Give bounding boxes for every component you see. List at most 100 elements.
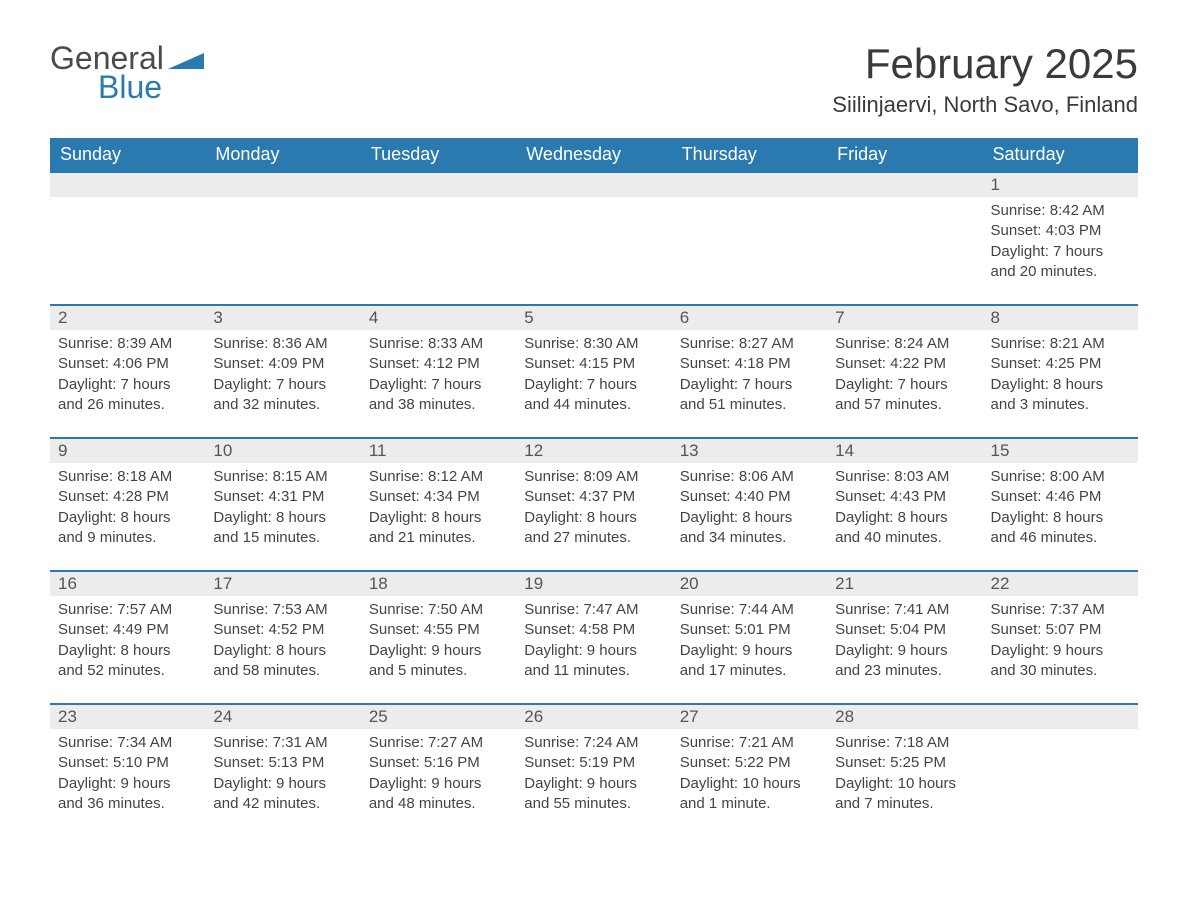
- daynum-row: 2345678: [50, 305, 1138, 330]
- sunset-line: Sunset: 4:06 PM: [58, 354, 197, 374]
- sunrise-line: Sunrise: 8:06 AM: [680, 467, 819, 487]
- day-info-cell: Sunrise: 7:50 AMSunset: 4:55 PMDaylight:…: [361, 596, 516, 704]
- day-info-cell: Sunrise: 7:27 AMSunset: 5:16 PMDaylight:…: [361, 729, 516, 837]
- day-info-cell: Sunrise: 8:09 AMSunset: 4:37 PMDaylight:…: [516, 463, 671, 571]
- day-number-cell: 12: [516, 438, 671, 463]
- calendar-table: Sunday Monday Tuesday Wednesday Thursday…: [50, 138, 1138, 837]
- sunset-line: Sunset: 5:19 PM: [524, 753, 663, 773]
- day-number-cell: 7: [827, 305, 982, 330]
- day-info-cell: Sunrise: 8:36 AMSunset: 4:09 PMDaylight:…: [205, 330, 360, 438]
- day-number-cell: 1: [983, 172, 1138, 197]
- sunrise-line: Sunrise: 8:42 AM: [991, 201, 1130, 221]
- sunrise-line: Sunrise: 7:37 AM: [991, 600, 1130, 620]
- sunset-line: Sunset: 4:55 PM: [369, 620, 508, 640]
- day-number-cell: 3: [205, 305, 360, 330]
- info-row: Sunrise: 8:42 AMSunset: 4:03 PMDaylight:…: [50, 197, 1138, 305]
- sunset-line: Sunset: 4:52 PM: [213, 620, 352, 640]
- day-info-cell: [827, 197, 982, 305]
- day-number-cell: 22: [983, 571, 1138, 596]
- sunrise-line: Sunrise: 8:30 AM: [524, 334, 663, 354]
- sunset-line: Sunset: 4:37 PM: [524, 487, 663, 507]
- daylight-line: Daylight: 9 hours and 17 minutes.: [680, 641, 819, 682]
- daylight-line: Daylight: 8 hours and 21 minutes.: [369, 508, 508, 549]
- day-number-cell: [672, 172, 827, 197]
- day-number-cell: [361, 172, 516, 197]
- day-number-cell: 11: [361, 438, 516, 463]
- day-info-cell: Sunrise: 7:24 AMSunset: 5:19 PMDaylight:…: [516, 729, 671, 837]
- sunset-line: Sunset: 4:25 PM: [991, 354, 1130, 374]
- daylight-line: Daylight: 7 hours and 26 minutes.: [58, 375, 197, 416]
- info-row: Sunrise: 7:34 AMSunset: 5:10 PMDaylight:…: [50, 729, 1138, 837]
- sunrise-line: Sunrise: 8:03 AM: [835, 467, 974, 487]
- sunrise-line: Sunrise: 8:33 AM: [369, 334, 508, 354]
- day-info-cell: [516, 197, 671, 305]
- day-info-cell: Sunrise: 8:39 AMSunset: 4:06 PMDaylight:…: [50, 330, 205, 438]
- day-number-cell: 5: [516, 305, 671, 330]
- day-number-cell: 15: [983, 438, 1138, 463]
- day-info-cell: Sunrise: 7:18 AMSunset: 5:25 PMDaylight:…: [827, 729, 982, 837]
- logo-text-blue: Blue: [98, 69, 162, 106]
- day-info-cell: [983, 729, 1138, 837]
- sunset-line: Sunset: 4:15 PM: [524, 354, 663, 374]
- sunset-line: Sunset: 4:43 PM: [835, 487, 974, 507]
- day-header: Sunday: [50, 138, 205, 172]
- day-header: Monday: [205, 138, 360, 172]
- sunset-line: Sunset: 4:18 PM: [680, 354, 819, 374]
- daylight-line: Daylight: 9 hours and 5 minutes.: [369, 641, 508, 682]
- day-number-cell: 26: [516, 704, 671, 729]
- day-info-cell: [50, 197, 205, 305]
- day-info-cell: Sunrise: 7:31 AMSunset: 5:13 PMDaylight:…: [205, 729, 360, 837]
- daylight-line: Daylight: 8 hours and 15 minutes.: [213, 508, 352, 549]
- sunrise-line: Sunrise: 7:21 AM: [680, 733, 819, 753]
- day-number-cell: [50, 172, 205, 197]
- day-number-cell: 2: [50, 305, 205, 330]
- daylight-line: Daylight: 9 hours and 55 minutes.: [524, 774, 663, 815]
- daylight-line: Daylight: 8 hours and 40 minutes.: [835, 508, 974, 549]
- logo-flag-icon: [168, 47, 204, 69]
- sunrise-line: Sunrise: 8:21 AM: [991, 334, 1130, 354]
- day-number-cell: 18: [361, 571, 516, 596]
- day-header: Tuesday: [361, 138, 516, 172]
- day-info-cell: Sunrise: 7:21 AMSunset: 5:22 PMDaylight:…: [672, 729, 827, 837]
- day-number-cell: 10: [205, 438, 360, 463]
- sunrise-line: Sunrise: 7:44 AM: [680, 600, 819, 620]
- sunrise-line: Sunrise: 7:53 AM: [213, 600, 352, 620]
- day-number-cell: [205, 172, 360, 197]
- sunset-line: Sunset: 4:34 PM: [369, 487, 508, 507]
- daylight-line: Daylight: 7 hours and 51 minutes.: [680, 375, 819, 416]
- sunrise-line: Sunrise: 7:57 AM: [58, 600, 197, 620]
- header: General Blue February 2025 Siilinjaervi,…: [50, 40, 1138, 118]
- day-info-cell: Sunrise: 8:30 AMSunset: 4:15 PMDaylight:…: [516, 330, 671, 438]
- day-number-cell: 13: [672, 438, 827, 463]
- sunset-line: Sunset: 5:13 PM: [213, 753, 352, 773]
- sunset-line: Sunset: 5:22 PM: [680, 753, 819, 773]
- daylight-line: Daylight: 10 hours and 1 minute.: [680, 774, 819, 815]
- day-info-cell: Sunrise: 8:00 AMSunset: 4:46 PMDaylight:…: [983, 463, 1138, 571]
- day-number-cell: [827, 172, 982, 197]
- sunrise-line: Sunrise: 7:34 AM: [58, 733, 197, 753]
- daylight-line: Daylight: 8 hours and 46 minutes.: [991, 508, 1130, 549]
- daynum-row: 1: [50, 172, 1138, 197]
- day-number-cell: 17: [205, 571, 360, 596]
- day-number-cell: 21: [827, 571, 982, 596]
- sunset-line: Sunset: 4:40 PM: [680, 487, 819, 507]
- daylight-line: Daylight: 8 hours and 52 minutes.: [58, 641, 197, 682]
- daylight-line: Daylight: 8 hours and 58 minutes.: [213, 641, 352, 682]
- day-info-cell: Sunrise: 7:53 AMSunset: 4:52 PMDaylight:…: [205, 596, 360, 704]
- day-number-cell: 23: [50, 704, 205, 729]
- day-info-cell: Sunrise: 8:15 AMSunset: 4:31 PMDaylight:…: [205, 463, 360, 571]
- day-info-cell: Sunrise: 7:34 AMSunset: 5:10 PMDaylight:…: [50, 729, 205, 837]
- sunrise-line: Sunrise: 7:24 AM: [524, 733, 663, 753]
- sunrise-line: Sunrise: 7:27 AM: [369, 733, 508, 753]
- daylight-line: Daylight: 9 hours and 23 minutes.: [835, 641, 974, 682]
- day-header: Thursday: [672, 138, 827, 172]
- daylight-line: Daylight: 8 hours and 27 minutes.: [524, 508, 663, 549]
- title-block: February 2025 Siilinjaervi, North Savo, …: [832, 40, 1138, 118]
- daylight-line: Daylight: 9 hours and 11 minutes.: [524, 641, 663, 682]
- sunset-line: Sunset: 5:07 PM: [991, 620, 1130, 640]
- sunset-line: Sunset: 4:09 PM: [213, 354, 352, 374]
- sunset-line: Sunset: 4:49 PM: [58, 620, 197, 640]
- sunrise-line: Sunrise: 8:15 AM: [213, 467, 352, 487]
- sunrise-line: Sunrise: 8:18 AM: [58, 467, 197, 487]
- sunrise-line: Sunrise: 8:39 AM: [58, 334, 197, 354]
